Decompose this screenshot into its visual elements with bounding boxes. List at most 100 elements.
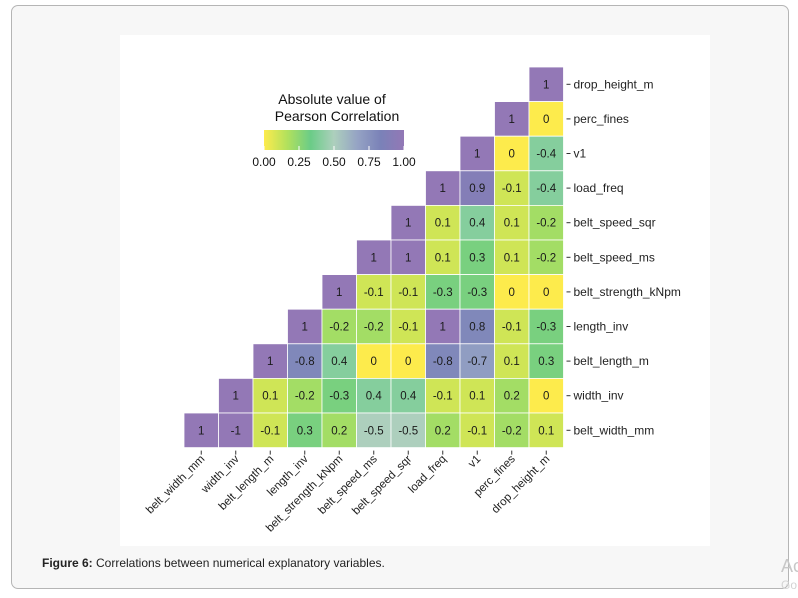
caption-text: Correlations between numerical explanato…	[92, 556, 385, 570]
heatmap-cell	[528, 377, 564, 414]
correlation-heatmap: Absolute value of Pearson Correlation 0.…	[144, 66, 681, 534]
heatmap-cell	[390, 412, 426, 448]
heatmap-cell-label: 0.4	[366, 391, 383, 403]
heatmap-cell-label: -0.2	[329, 322, 349, 334]
heatmap-cell-label: 0	[509, 287, 515, 299]
heatmap-cell-label: 0	[543, 287, 549, 299]
y-axis-label: drop_height_m	[574, 77, 654, 91]
heatmap-cell-label: -0.4	[536, 183, 556, 195]
heatmap-cell-label: 0	[543, 114, 549, 126]
heatmap-cell-label: 0.1	[435, 218, 451, 230]
heatmap-cell	[494, 239, 530, 275]
heatmap-cell	[528, 101, 564, 137]
heatmap-cell-label: 0	[509, 149, 515, 161]
heatmap-cell	[252, 343, 288, 379]
heatmap-cell-label: 0.4	[400, 391, 417, 403]
heatmap-cell-label: 0.1	[504, 252, 520, 264]
heatmap-cell	[528, 135, 564, 172]
heatmap-cell-label: -0.5	[398, 425, 418, 437]
y-axis-label: width_inv	[573, 389, 624, 403]
heatmap-cell-label: 0	[371, 356, 377, 368]
heatmap-cell	[528, 66, 564, 102]
heatmap-cell-label: 1	[405, 218, 411, 230]
y-axis-label: v1	[574, 147, 587, 161]
heatmap-cell-label: -0.1	[467, 425, 487, 437]
legend-tick-label: 0.00	[252, 155, 276, 169]
heatmap-cell-label: 0	[543, 391, 549, 403]
heatmap-cell-label: -0.2	[536, 252, 556, 264]
heatmap-cell-label: -0.7	[467, 356, 487, 368]
heatmap-cell	[390, 377, 426, 414]
heatmap-cell-label: 1	[440, 183, 446, 195]
heatmap-cell	[494, 204, 530, 241]
figure-frame: Absolute value of Pearson Correlation 0.…	[11, 5, 789, 589]
heatmap-cell-label: 0.8	[469, 322, 485, 334]
legend-tick-label: 1.00	[392, 155, 416, 169]
heatmap-cell	[321, 308, 357, 345]
heatmap-cell-label: -0.3	[329, 391, 349, 403]
y-axis-label: belt_length_m	[574, 354, 649, 368]
y-axis-label: length_inv	[574, 320, 629, 334]
heatmap-cell	[459, 412, 495, 448]
heatmap-cell-label: -1	[231, 425, 241, 437]
heatmap-cell	[390, 274, 426, 310]
heatmap-cell	[356, 239, 392, 275]
heatmap-cell	[356, 274, 392, 310]
heatmap-cell-label: -0.8	[295, 356, 315, 368]
heatmap-cell	[425, 377, 461, 414]
heatmap-cell	[528, 274, 564, 310]
figure-caption: Figure 6: Correlations between numerical…	[42, 556, 385, 570]
x-axis-label: belt_speed_sqr	[350, 453, 414, 517]
legend-tick-label: 0.75	[357, 155, 381, 169]
heatmap-cell	[321, 274, 357, 310]
legend-tick-label: 0.50	[322, 155, 346, 169]
heatmap-cell-label: -0.1	[260, 425, 280, 437]
heatmap-cell-label: 1	[405, 252, 411, 264]
heatmap-cell	[390, 239, 426, 275]
heatmap-cell-label: -0.4	[536, 149, 556, 161]
heatmap-cell	[252, 412, 288, 448]
heatmap-cell-label: 1	[509, 114, 515, 126]
heatmap-cell	[425, 343, 461, 379]
heatmap-cell	[459, 343, 495, 379]
heatmap-cell	[528, 239, 564, 275]
plot-panel: Absolute value of Pearson Correlation 0.…	[120, 35, 710, 546]
heatmap-cell	[459, 204, 495, 241]
heatmap-cell	[494, 343, 530, 379]
heatmap-cell-label: 0.1	[262, 391, 278, 403]
heatmap-cell	[390, 204, 426, 241]
heatmap-cell	[494, 101, 530, 137]
heatmap-cell-label: 0.4	[469, 218, 486, 230]
heatmap-cell	[425, 170, 461, 206]
heatmap-cell-label: -0.3	[467, 287, 487, 299]
x-axis-label: belt_speed_ms	[316, 453, 380, 517]
heatmap-cell	[287, 412, 323, 448]
heatmap-cell-label: -0.2	[364, 322, 384, 334]
legend-title-line2: Pearson Correlation	[275, 108, 400, 124]
heatmap-cell-label: 1	[267, 356, 273, 368]
heatmap-cell	[528, 204, 564, 241]
legend-color-bar	[264, 130, 404, 150]
x-axis-label: load_freq	[406, 453, 448, 495]
heatmap-cell-label: 0.1	[504, 356, 520, 368]
heatmap-cell-label: 0.1	[435, 252, 451, 264]
heatmap-cell	[425, 412, 461, 448]
heatmap-cell-label: -0.2	[536, 218, 556, 230]
heatmap-cell-label: -0.3	[536, 322, 556, 334]
heatmap-cell	[287, 343, 323, 379]
heatmap-cell	[356, 343, 392, 379]
heatmap-cell-label: 1	[336, 287, 342, 299]
heatmap-cell	[252, 377, 288, 414]
heatmap-cell-label: 0.9	[469, 183, 485, 195]
x-axis-label: belt_width_mm	[144, 453, 207, 516]
heatmap-cell-label: -0.1	[398, 287, 418, 299]
legend-title-line1: Absolute value of	[278, 91, 386, 107]
heatmap-cell-label: 1	[474, 149, 480, 161]
caption-label: Figure 6:	[42, 556, 93, 570]
heatmap-cell-label: -0.1	[364, 287, 384, 299]
heatmap-cell	[218, 412, 254, 448]
heatmap-cell-label: 0.2	[331, 425, 347, 437]
y-axis-label: belt_speed_ms	[574, 250, 655, 264]
heatmap-cell-label: 0.3	[469, 252, 485, 264]
heatmap-cell	[183, 412, 219, 448]
